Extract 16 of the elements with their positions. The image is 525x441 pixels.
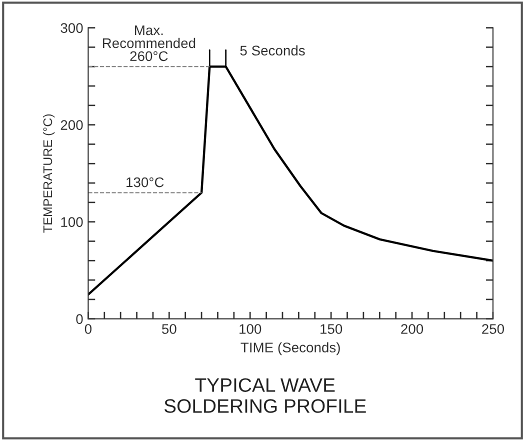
x-tick-label: 50 [162, 324, 176, 334]
y-tick-label: 0 [76, 314, 83, 324]
text: TYPICAL WAVE SOLDERING PROFILE [164, 378, 366, 413]
x-tick-label: 0 [84, 324, 92, 334]
x-tick-label: 250 [482, 324, 504, 334]
ref-line-label: 130°C [126, 177, 164, 188]
y-tick-label: 200 [60, 120, 83, 130]
y-tick-label: 100 [61, 217, 83, 227]
ref-line-label: Max. Recommended 260°C [102, 25, 196, 62]
annotation: 5 Seconds [240, 45, 305, 56]
x-tick-label: 200 [401, 324, 424, 334]
x-tick-label: 100 [240, 324, 262, 334]
x-tick-label: 150 [320, 324, 342, 334]
x-axis-title: TIME (Seconds) [240, 342, 340, 356]
y-axis-title: TEMPERATURE (°C) [42, 114, 55, 233]
y-tick-label: 300 [60, 23, 83, 33]
